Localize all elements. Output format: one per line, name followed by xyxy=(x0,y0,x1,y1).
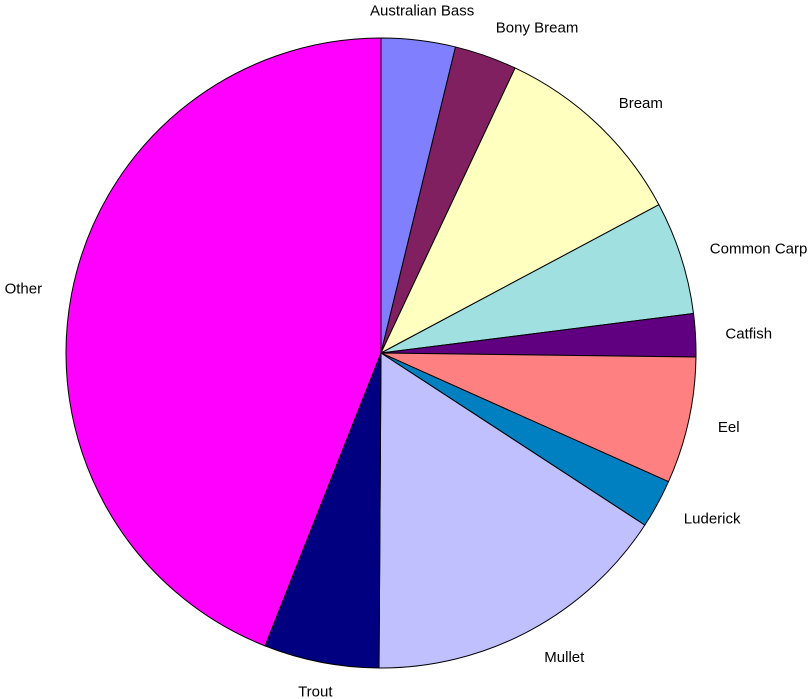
pie-slice-eel xyxy=(380,352,697,483)
pie-slice-mullet xyxy=(378,352,646,669)
pie-slice-bream xyxy=(380,67,660,354)
pie-label-eel: Eel xyxy=(718,419,740,436)
pie-label-catfish: Catfish xyxy=(725,326,772,343)
pie-label-bream: Bream xyxy=(619,95,663,112)
pie-label-mullet: Mullet xyxy=(544,649,585,666)
pie-slices xyxy=(65,37,697,669)
pie-label-bony-bream: Bony Bream xyxy=(496,20,579,37)
pie-label-luderick: Luderick xyxy=(684,510,741,527)
pie-label-australian-bass: Australian Bass xyxy=(370,3,474,20)
pie-labels: Australian Bass Bony Bream Bream Common Car… xyxy=(5,3,808,699)
pie-slice-other xyxy=(65,37,382,647)
pie-label-common-carp: Common Carp xyxy=(710,241,808,258)
pie-label-trout: Trout xyxy=(298,684,333,699)
pie-label-other: Other xyxy=(5,280,43,297)
